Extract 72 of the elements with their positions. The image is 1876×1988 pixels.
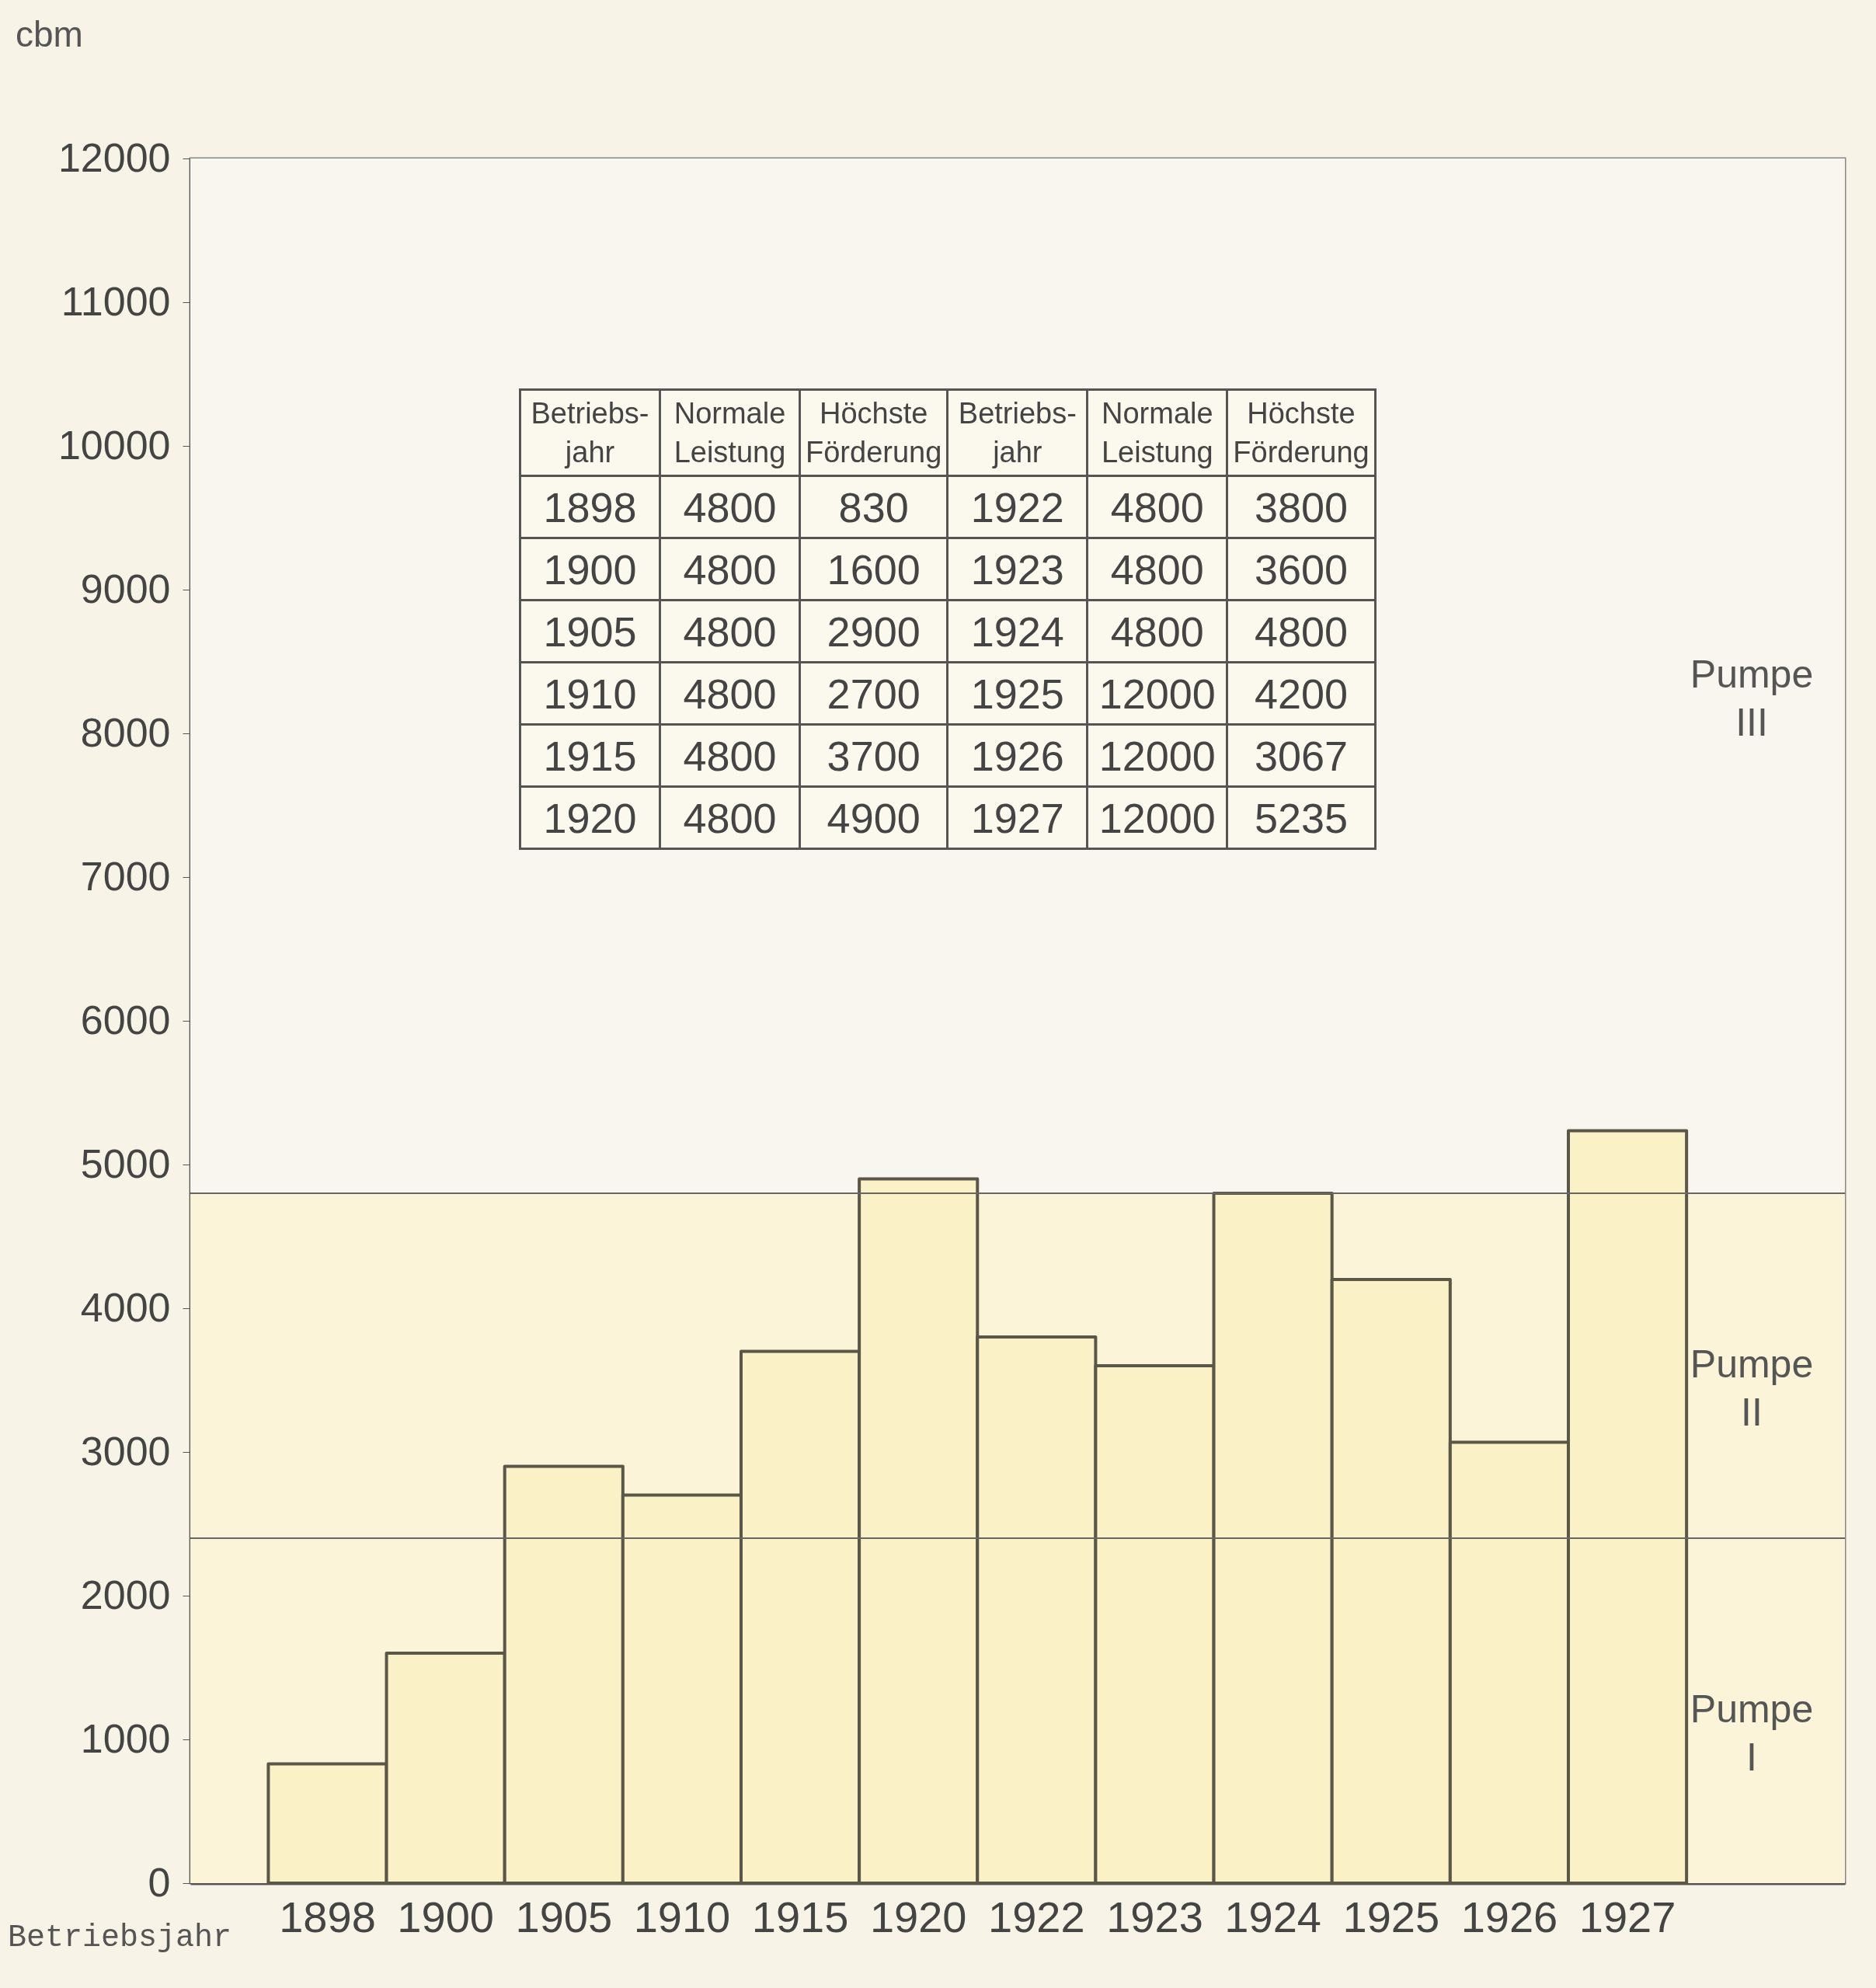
x-tick-label: 1910 bbox=[633, 1892, 731, 1941]
band-label: Pumpe II bbox=[1690, 1342, 1814, 1434]
y-tick-label: 0 bbox=[148, 1859, 171, 1905]
annotation: 1924 bbox=[947, 600, 1088, 663]
annotation: Normale Leistung bbox=[1087, 389, 1227, 476]
annotation: 1923 bbox=[947, 538, 1088, 601]
y-tick-label: 12000 bbox=[57, 134, 171, 180]
x-axis-title: Betriebsjahr bbox=[8, 1920, 232, 1955]
annotation: 12000 bbox=[1087, 662, 1227, 725]
annotation: 1910 bbox=[520, 662, 660, 725]
x-tick-label: 1926 bbox=[1460, 1892, 1558, 1941]
y-tick-label: 8000 bbox=[80, 709, 171, 755]
annotation: Normale Leistung bbox=[660, 389, 800, 476]
y-tick-label: 10000 bbox=[57, 422, 171, 468]
y-tick-label: 6000 bbox=[80, 997, 171, 1043]
x-tick-label: 1922 bbox=[988, 1892, 1085, 1941]
y-tick-label: 4000 bbox=[80, 1284, 171, 1330]
y-tick-label: 2000 bbox=[80, 1572, 171, 1617]
annotation: 3700 bbox=[799, 724, 948, 787]
annotation: Höchste Förderung bbox=[1227, 389, 1376, 476]
y-tick-label: 3000 bbox=[80, 1428, 171, 1474]
annotation: 4800 bbox=[660, 724, 800, 787]
annotation: 2900 bbox=[799, 600, 948, 663]
annotation: Höchste Förderung bbox=[799, 389, 948, 476]
annotation: 830 bbox=[799, 475, 948, 538]
x-tick-label: 1920 bbox=[869, 1892, 967, 1941]
annotation: 1905 bbox=[520, 600, 660, 663]
y-tick-label: 9000 bbox=[80, 566, 171, 611]
y-tick-label: 5000 bbox=[80, 1140, 171, 1186]
annotation: 5235 bbox=[1227, 786, 1376, 849]
annotation: 1898 bbox=[520, 475, 660, 538]
annotation: 4800 bbox=[660, 538, 800, 601]
annotation: 4800 bbox=[1087, 475, 1227, 538]
annotation: Betriebs-jahr bbox=[520, 389, 660, 476]
annotation: 4200 bbox=[1227, 662, 1376, 725]
x-tick-label: 1927 bbox=[1578, 1892, 1676, 1941]
annotation: Betriebs-jahr bbox=[947, 389, 1088, 476]
x-tick-label: 1925 bbox=[1342, 1892, 1440, 1941]
annotation: 4800 bbox=[660, 662, 800, 725]
x-tick-label: 1898 bbox=[279, 1892, 376, 1941]
annotation: 2700 bbox=[799, 662, 948, 725]
annotation: 1900 bbox=[520, 538, 660, 601]
band-label: Pumpe I bbox=[1690, 1687, 1814, 1779]
annotation: 4900 bbox=[799, 786, 948, 849]
annotation: 1600 bbox=[799, 538, 948, 601]
annotation: 3067 bbox=[1227, 724, 1376, 787]
annotation: 1922 bbox=[947, 475, 1088, 538]
annotation: 3800 bbox=[1227, 475, 1376, 538]
annotation: 1926 bbox=[947, 724, 1088, 787]
annotation: 1920 bbox=[520, 786, 660, 849]
y-tick-label: 1000 bbox=[80, 1715, 171, 1761]
annotation: 12000 bbox=[1087, 786, 1227, 849]
x-tick-label: 1900 bbox=[397, 1892, 494, 1941]
annotation: 1915 bbox=[520, 724, 660, 787]
annotation: 3600 bbox=[1227, 538, 1376, 601]
annotation: 12000 bbox=[1087, 724, 1227, 787]
annotation: 4800 bbox=[1087, 538, 1227, 601]
annotation: 4800 bbox=[660, 600, 800, 663]
annotation: 1925 bbox=[947, 662, 1088, 725]
x-tick-label: 1905 bbox=[515, 1892, 613, 1941]
x-tick-label: 1915 bbox=[751, 1892, 849, 1941]
annotation: 4800 bbox=[660, 475, 800, 538]
annotation: 4800 bbox=[660, 786, 800, 849]
band-label: Pumpe III bbox=[1690, 653, 1814, 744]
x-tick-label: 1923 bbox=[1106, 1892, 1203, 1941]
x-tick-label: 1924 bbox=[1224, 1892, 1321, 1941]
y-tick-label: 7000 bbox=[80, 853, 171, 899]
annotation: 4800 bbox=[1227, 600, 1376, 663]
y-axis-title: cbm bbox=[16, 14, 83, 54]
annotation: 1927 bbox=[947, 786, 1088, 849]
y-tick-label: 11000 bbox=[61, 278, 171, 324]
annotation: 4800 bbox=[1087, 600, 1227, 663]
